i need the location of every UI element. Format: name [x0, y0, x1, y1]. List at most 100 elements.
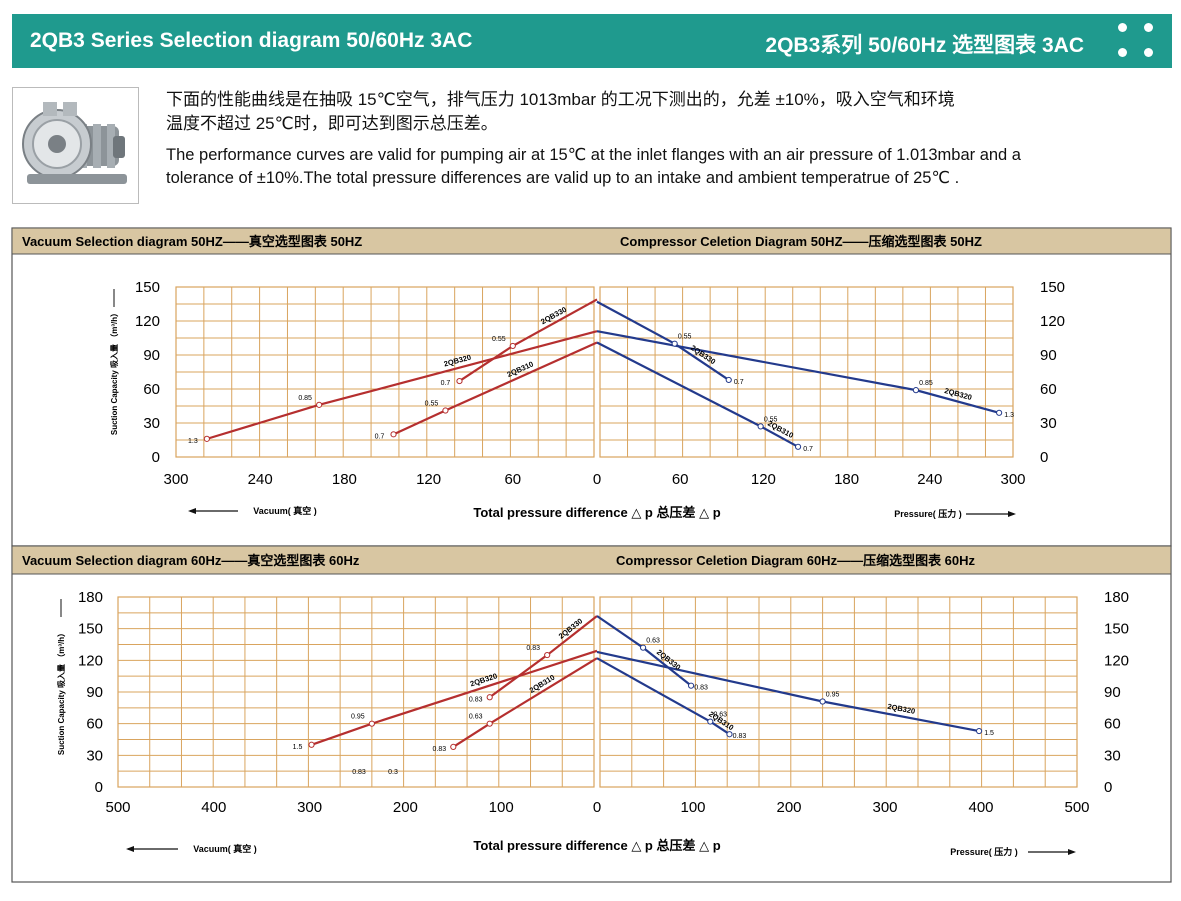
title-banner: 2QB3 Series Selection diagram 50/60Hz 3A… — [12, 14, 1172, 68]
chart-frame-1 — [11, 545, 1172, 883]
pressure-arrow-icon — [1008, 511, 1016, 517]
pressure-point-marker — [671, 340, 678, 347]
plot-border — [117, 596, 595, 788]
pressure-x-tick-label: 500 — [1064, 799, 1089, 816]
vacuum-point-marker — [308, 741, 315, 748]
y-tick-label: 0 — [152, 449, 160, 466]
y-tick-label: 120 — [135, 313, 160, 330]
stray-label: 0.3 — [388, 769, 398, 776]
y-tick-label: 150 — [78, 621, 103, 638]
title-cn: 2QB3系列 50/60Hz 选型图表 3AC — [765, 34, 1084, 57]
intro-cn-line1: 下面的性能曲线是在抽吸 15℃空气，排气压力 1013mbar 的工况下测出的，… — [166, 90, 955, 109]
pressure-point-label: 0.83 — [694, 685, 708, 692]
pressure-direction-label: Pressure( 压力 ) — [894, 508, 962, 519]
title-en: 2QB3 Series Selection diagram 50/60Hz 3A… — [30, 29, 473, 52]
pressure-x-tick-label: 240 — [917, 471, 942, 488]
pressure-x-tick-label: 400 — [968, 799, 993, 816]
vacuum-point-label: 0.83 — [469, 696, 483, 703]
pressure-point-marker — [975, 727, 983, 735]
y-tick-label: 120 — [1104, 652, 1129, 669]
y-tick-label: 150 — [1104, 621, 1129, 638]
pressure-point-marker — [819, 698, 826, 705]
vacuum-point-label: 1.3 — [188, 438, 198, 445]
chart-title-bar-1 — [11, 545, 1172, 575]
y-tick-label: 90 — [143, 347, 160, 364]
y-tick-label: 180 — [1104, 589, 1129, 606]
pressure-point-label: 0.55 — [678, 334, 692, 341]
y-tick-label: 150 — [1040, 279, 1065, 296]
vacuum-x-tick-label: 240 — [248, 471, 273, 488]
vacuum-x-tick-label: 180 — [332, 471, 357, 488]
x-axis-label: Total pressure difference △ p 总压差 △ p — [473, 505, 720, 520]
pressure-point-marker — [996, 409, 1003, 416]
y-tick-label: 60 — [1040, 381, 1057, 398]
pressure-point-label: 0.7 — [803, 446, 813, 453]
vacuum-point-marker — [316, 401, 323, 408]
pressure-point-marker — [707, 718, 714, 725]
vacuum-x-tick-label: 120 — [416, 471, 441, 488]
y-tick-label: 90 — [86, 684, 103, 701]
pressure-point-marker — [725, 376, 732, 384]
vacuum-x-tick-label: 0 — [593, 471, 601, 488]
pressure-point-marker — [912, 387, 920, 394]
pressure-point-label: 0.63 — [713, 712, 727, 719]
pressure-point-label: 1.5 — [984, 730, 994, 737]
plot-border — [175, 286, 595, 458]
y-tick-label: 30 — [1040, 415, 1057, 432]
plot-border — [599, 286, 1014, 458]
vacuum-point-marker — [486, 694, 493, 701]
y-tick-label: 120 — [1040, 313, 1065, 330]
pressure-x-tick-label: 200 — [776, 799, 801, 816]
pressure-x-tick-label: 60 — [672, 471, 689, 488]
intro-en-line2: tolerance of ±10%.The total pressure dif… — [166, 169, 960, 187]
vacuum-point-marker — [450, 743, 457, 750]
y-tick-label: 30 — [1104, 747, 1121, 764]
pressure-x-tick-label: 100 — [680, 799, 705, 816]
vacuum-x-tick-label: 400 — [201, 799, 226, 816]
vacuum-point-label: 0.95 — [351, 714, 365, 721]
vacuum-point-marker — [390, 431, 397, 438]
y-axis-label: Suction Capacity 吸入量 （m³/h） — [109, 309, 119, 435]
vacuum-chart-title: Vacuum Selection diagram 60Hz——真空选型图表 60… — [22, 553, 360, 568]
vacuum-x-tick-label: 500 — [105, 799, 130, 816]
stray-label: 0.83 — [352, 769, 366, 776]
pressure-point-marker — [726, 731, 733, 738]
vacuum-point-label: 0.7 — [441, 380, 451, 387]
pressure-x-tick-label: 300 — [1000, 471, 1025, 488]
y-tick-label: 180 — [78, 589, 103, 606]
vacuum-point-label: 0.83 — [526, 645, 540, 652]
y-tick-label: 90 — [1040, 347, 1057, 364]
y-tick-label: 120 — [78, 652, 103, 669]
vacuum-point-marker — [544, 651, 551, 659]
y-tick-label: 60 — [86, 716, 103, 733]
intro-text: 下面的性能曲线是在抽吸 15℃空气，排气压力 1013mbar 的工况下测出的，… — [166, 88, 1156, 190]
pressure-x-tick-label: 120 — [751, 471, 776, 488]
pressure-point-label: 0.63 — [646, 638, 660, 645]
vacuum-point-label: 0.83 — [432, 746, 446, 753]
pressure-direction-label: Pressure( 压力 ) — [950, 846, 1018, 857]
y-tick-label: 150 — [135, 279, 160, 296]
vacuum-x-tick-label: 300 — [297, 799, 322, 816]
y-tick-label: 90 — [1104, 684, 1121, 701]
y-tick-label: 0 — [1104, 779, 1112, 796]
vacuum-point-label: 0.63 — [469, 714, 483, 721]
pressure-point-label: 0.83 — [733, 733, 747, 740]
x-axis-label: Total pressure difference △ p 总压差 △ p — [473, 838, 720, 853]
compressor-chart-title: Compressor Celetion Diagram 60Hz——压缩选型图表… — [616, 553, 976, 568]
y-tick-label: 0 — [1040, 449, 1048, 466]
vacuum-point-marker — [368, 720, 375, 727]
vacuum-point-marker — [456, 377, 463, 385]
y-tick-label: 0 — [95, 779, 103, 796]
pressure-x-tick-label: 180 — [834, 471, 859, 488]
vacuum-x-tick-label: 100 — [489, 799, 514, 816]
pressure-point-label: 0.7 — [734, 379, 744, 386]
vacuum-chart-title: Vacuum Selection diagram 50HZ——真空选型图表 50… — [22, 234, 362, 249]
vacuum-direction-label: Vacuum( 真空 ) — [253, 505, 317, 516]
vacuum-x-tick-label: 300 — [163, 471, 188, 488]
blower-product-image — [12, 87, 139, 204]
intro-en-line1: The performance curves are valid for pum… — [166, 146, 1021, 164]
menu-dots-icon[interactable] — [1118, 23, 1158, 59]
pressure-arrow-icon — [1068, 849, 1076, 855]
vacuum-arrow-icon — [188, 508, 196, 514]
